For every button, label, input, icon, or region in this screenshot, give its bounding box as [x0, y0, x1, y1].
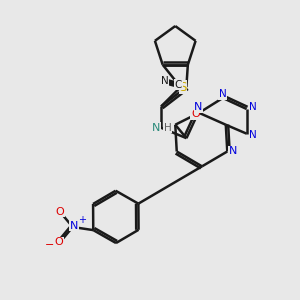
Text: N: N [152, 123, 160, 133]
Text: O: O [54, 238, 63, 248]
Text: C: C [175, 80, 182, 90]
Text: O: O [191, 110, 200, 119]
Text: +: + [78, 214, 86, 225]
Text: O: O [56, 207, 64, 217]
Text: N: N [249, 103, 257, 112]
Text: N: N [249, 130, 257, 140]
Text: H: H [164, 123, 172, 133]
Text: S: S [179, 81, 187, 94]
Text: N: N [194, 103, 202, 112]
Text: N: N [161, 76, 169, 86]
Text: N: N [70, 220, 78, 230]
Text: N: N [229, 146, 237, 157]
Text: N: N [219, 89, 227, 99]
Text: −: − [45, 240, 55, 250]
